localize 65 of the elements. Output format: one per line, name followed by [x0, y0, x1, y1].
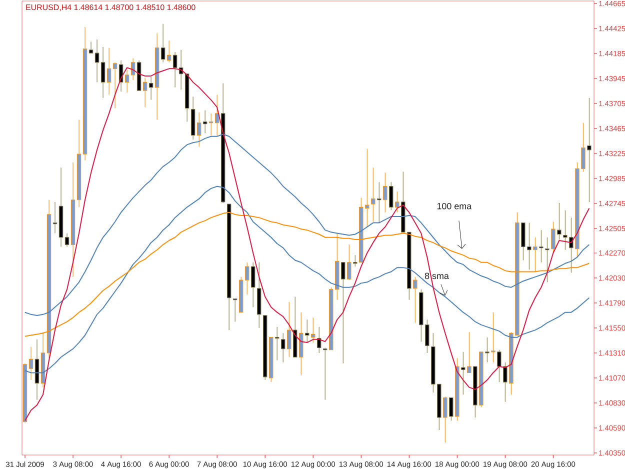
candlestick [262, 315, 268, 380]
candlestick [286, 302, 292, 358]
candlestick [413, 276, 418, 324]
candlestick [214, 94, 220, 136]
candlestick [389, 182, 394, 211]
candlestick [136, 60, 142, 91]
candlestick [40, 332, 46, 388]
candlestick [443, 396, 448, 443]
candlestick [341, 262, 346, 364]
line-series [24, 67, 590, 422]
candlestick [256, 262, 262, 328]
candlestick [202, 110, 208, 134]
candlestick [220, 82, 226, 204]
annotation: 100 ema [437, 202, 472, 210]
candlestick [22, 363, 28, 424]
candlestick [196, 112, 202, 148]
candlestick [148, 76, 154, 100]
candlestick [70, 162, 76, 278]
candlestick [64, 232, 70, 248]
annotation: 8 sma [424, 272, 449, 280]
candlestick [455, 358, 460, 421]
candlestick [34, 339, 40, 400]
candlestick [76, 119, 82, 208]
candlestick [557, 202, 562, 240]
candlestick [88, 41, 94, 54]
candlestick [473, 366, 478, 418]
candlestick [28, 346, 34, 380]
candlestick [190, 96, 196, 140]
candlestick [449, 397, 454, 421]
candlestick [226, 204, 232, 330]
candlestick [160, 24, 166, 63]
candlestick [461, 352, 466, 395]
candlestick [172, 52, 178, 88]
candlestick [371, 167, 376, 222]
candlestick [130, 58, 136, 80]
candlestick [208, 113, 214, 136]
candlestick [244, 262, 250, 295]
candlestick [479, 352, 484, 408]
candlestick [112, 62, 118, 109]
candlestick [154, 32, 160, 120]
candlestick [46, 200, 52, 358]
candlestick [82, 26, 88, 161]
candlestick [268, 337, 274, 382]
candlestick [347, 244, 352, 280]
candlestick [94, 39, 100, 83]
candlestick [551, 221, 556, 254]
candlestick [395, 191, 400, 213]
candlestick [106, 48, 112, 96]
candlestick [329, 287, 334, 350]
candlestick [142, 78, 148, 108]
candlestick [467, 332, 472, 374]
candlestick [100, 46, 106, 98]
candlestick [533, 237, 538, 272]
candlestick [485, 337, 490, 363]
candlestick [280, 332, 286, 363]
candlestick [250, 262, 256, 308]
candlestick [58, 167, 64, 248]
candlestick [383, 172, 388, 213]
candlestick [335, 232, 340, 300]
candlestick [52, 202, 58, 234]
candlestick [166, 40, 172, 63]
candlestick [238, 276, 244, 313]
candlestick [124, 69, 130, 93]
candlestick [184, 74, 190, 122]
candlestick [293, 296, 298, 358]
